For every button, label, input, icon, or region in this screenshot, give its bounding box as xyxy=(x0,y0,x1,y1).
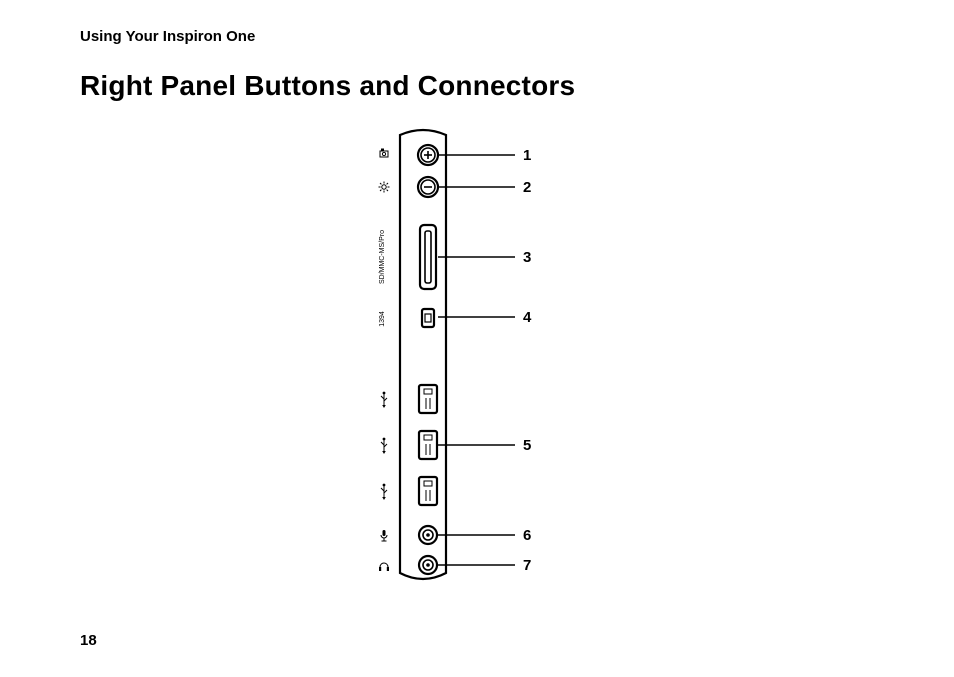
firewire-port xyxy=(422,309,434,327)
document-page: Using Your Inspiron One Right Panel Butt… xyxy=(0,0,954,677)
usb-port-3 xyxy=(419,477,437,505)
brightness-icon xyxy=(379,182,390,193)
camera-icon xyxy=(380,149,388,158)
panel-diagram: SD/MMC-MS/Pro 1394 xyxy=(370,125,590,615)
card-reader-slot xyxy=(420,225,436,289)
card-reader-label: SD/MMC-MS/Pro xyxy=(379,230,386,284)
usb-port-2 xyxy=(419,431,437,459)
callout-number: 2 xyxy=(523,179,531,196)
page-title: Right Panel Buttons and Connectors xyxy=(80,70,575,102)
microphone-icon xyxy=(381,530,387,541)
headphone-jack xyxy=(419,556,437,574)
headphone-icon xyxy=(379,563,389,571)
callout-number: 7 xyxy=(523,557,531,574)
volume-up-button xyxy=(418,145,438,165)
callout-number: 3 xyxy=(523,249,531,266)
usb-icon-2 xyxy=(381,438,387,454)
callout-number: 4 xyxy=(523,309,532,326)
volume-down-button xyxy=(418,177,438,197)
usb-icon-3 xyxy=(381,484,387,500)
panel-outline xyxy=(400,130,446,579)
callout-number: 5 xyxy=(523,437,531,454)
usb-icon-1 xyxy=(381,392,387,408)
callout-number: 6 xyxy=(523,527,531,544)
callout-group: 1 2 3 4 5 6 7 xyxy=(438,147,532,574)
page-number: 18 xyxy=(80,632,97,649)
callout-number: 1 xyxy=(523,147,531,164)
microphone-jack xyxy=(419,526,437,544)
firewire-label: 1394 xyxy=(379,311,386,327)
section-header: Using Your Inspiron One xyxy=(80,28,255,45)
usb-port-1 xyxy=(419,385,437,413)
